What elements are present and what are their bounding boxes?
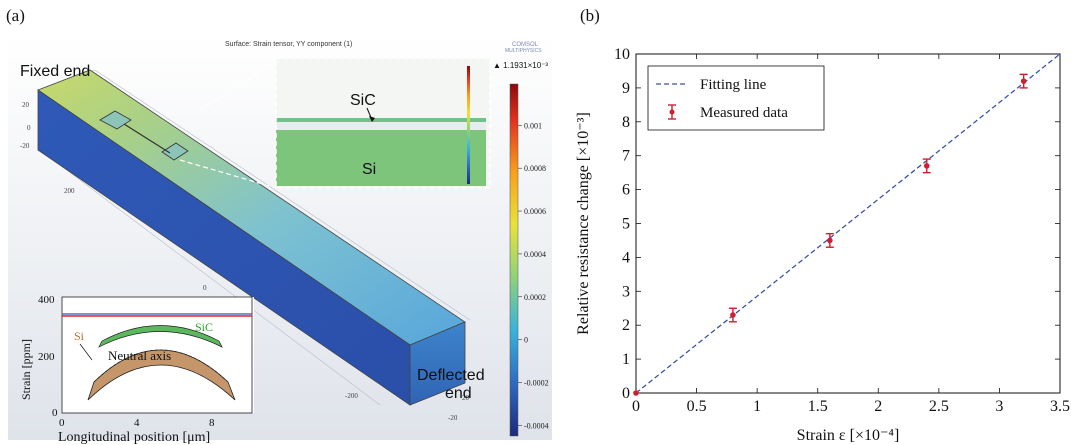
y-tick-label: 9 bbox=[622, 80, 630, 97]
x-ticks: 0 0.5 1 1.5 2 2.5 3 3.5 bbox=[632, 54, 1070, 415]
sic-layer-shape bbox=[98, 325, 223, 348]
y-tick-label: 7 bbox=[622, 148, 630, 165]
data-point bbox=[633, 390, 639, 396]
svg-text:20: 20 bbox=[22, 101, 30, 109]
svg-text:-20: -20 bbox=[448, 414, 458, 422]
data-point bbox=[730, 312, 736, 318]
colorbar-max-label: ▲ 1.1931×10⁻³ bbox=[493, 61, 548, 70]
panel-a: (a) bbox=[6, 6, 552, 445]
legend-measured-label: Measured data bbox=[700, 105, 788, 121]
svg-text:-20: -20 bbox=[20, 142, 30, 150]
strain-inset-sic-label: SiC bbox=[195, 320, 213, 334]
legend-fit-label: Fitting line bbox=[700, 77, 767, 93]
panel-b: (b) 0 0.5 1 1.5 2 2.5 3 3.5 0 1 2 3 4 5 6 7 8 9 10 Fittin… bbox=[560, 0, 1071, 445]
inset-sic-label: SiC bbox=[350, 92, 376, 109]
y-ticks: 0 1 2 3 4 5 6 7 8 9 10 bbox=[614, 46, 1060, 402]
y-tick-label: 10 bbox=[614, 46, 630, 63]
x-axis-label: Strain ε [×10⁻⁴] bbox=[797, 427, 900, 444]
fem-simulation-figure: Surface: Strain tensor, YY component (1)… bbox=[8, 36, 552, 445]
svg-text:0: 0 bbox=[203, 284, 207, 292]
panel-b-label: (b) bbox=[580, 6, 600, 25]
y-tick-label: 8 bbox=[622, 114, 630, 131]
x-tick-label: 3.5 bbox=[1050, 398, 1070, 415]
strain-ytick: 200 bbox=[38, 351, 55, 363]
sensor-pads bbox=[99, 110, 189, 161]
colorbar-tick-label: 0.0008 bbox=[524, 164, 546, 173]
svg-text:-200: -200 bbox=[345, 392, 358, 400]
strain-ytick: 0 bbox=[52, 407, 58, 419]
x-tick-label: 1.5 bbox=[808, 398, 828, 415]
colorbar-tick-label: 0.001 bbox=[524, 121, 542, 130]
y-tick-label: 2 bbox=[622, 317, 630, 334]
zoom-lines bbox=[179, 61, 277, 189]
colorbar-tick-label: 0.0002 bbox=[524, 293, 546, 302]
strain-inset-si-label: Si bbox=[74, 329, 85, 343]
x-tick-label: 2 bbox=[874, 398, 882, 415]
y-axis-label: Relative resistance change [×10⁻³] bbox=[575, 112, 592, 335]
measured-points bbox=[633, 73, 1028, 396]
y-tick-label: 3 bbox=[622, 283, 630, 300]
y-tick-label: 6 bbox=[622, 182, 630, 199]
y-tick-label: 1 bbox=[622, 351, 630, 368]
fixed-end-label: Fixed end bbox=[20, 63, 90, 80]
y-tick-label: 5 bbox=[622, 216, 630, 233]
colorbar-tick-label: 0.0004 bbox=[524, 250, 546, 259]
beam-end-face bbox=[409, 321, 466, 406]
comsol-logo-line1: COMSOL bbox=[512, 42, 539, 48]
svg-text:200: 200 bbox=[64, 187, 75, 195]
resistance-strain-chart: 0 0.5 1 1.5 2 2.5 3 3.5 0 1 2 3 4 5 6 7 8 9 10 Fitting li… bbox=[575, 46, 1070, 444]
colorbar-tick-label: -0.0004 bbox=[524, 421, 549, 430]
strain-xtick: 0 bbox=[59, 417, 65, 429]
svg-text:20: 20 bbox=[462, 394, 470, 402]
strain-inset-xlabel: Longitudinal position [μm] bbox=[58, 430, 210, 445]
svg-text:0: 0 bbox=[27, 124, 31, 132]
colorbar-tick-label: 0.0006 bbox=[524, 207, 546, 216]
strain-xtick: 4 bbox=[134, 417, 140, 429]
x-tick-label: 0 bbox=[632, 398, 640, 415]
colorbar bbox=[509, 83, 519, 437]
strain-inset: SiC Si Neutral axis 400 200 0 0 4 8 Stra… bbox=[19, 294, 254, 445]
colorbar-tick-label: -0.0002 bbox=[524, 378, 549, 387]
legend-box bbox=[647, 65, 825, 131]
si-beam-shape bbox=[87, 349, 236, 401]
deflected-end-label-line1: Deflected bbox=[417, 367, 485, 384]
y-tick-label: 0 bbox=[622, 385, 630, 402]
colorbar-ticks: 0.001 0.0008 0.0006 0.0004 0.0002 0 -0.0002 -0.… bbox=[518, 121, 549, 430]
strain-inset-ylabel: Strain [ppm] bbox=[19, 339, 33, 400]
strain-xtick: 8 bbox=[209, 417, 215, 429]
x-tick-label: 2.5 bbox=[929, 398, 949, 415]
data-point bbox=[1020, 78, 1027, 84]
strain-ytick: 400 bbox=[38, 294, 55, 306]
legend: Fitting line Measured data bbox=[647, 65, 825, 131]
colorbar-tick-label: 0 bbox=[524, 336, 528, 345]
axis-tick-labels: 20 0 -20 200 0 -200 -20 20 bbox=[20, 101, 470, 422]
surface-title: Surface: Strain tensor, YY component (1) bbox=[225, 41, 352, 48]
fitting-line bbox=[635, 53, 1061, 394]
cross-section-inset: SiC Si bbox=[275, 57, 491, 189]
neutral-axis-line bbox=[93, 349, 229, 383]
data-point bbox=[827, 237, 833, 244]
comsol-logo-line2: MULTIPHYSICS bbox=[505, 48, 542, 54]
x-tick-label: 1 bbox=[753, 398, 761, 415]
inset-si-label: Si bbox=[362, 161, 376, 178]
deflected-end-label-line2: end bbox=[445, 385, 472, 402]
x-tick-label: 3 bbox=[995, 398, 1003, 415]
x-tick-label: 0.5 bbox=[687, 398, 707, 415]
y-tick-label: 4 bbox=[622, 249, 630, 266]
panel-a-label: (a) bbox=[6, 6, 25, 25]
data-point bbox=[923, 163, 930, 169]
neutral-axis-label: Neutral axis bbox=[108, 348, 171, 363]
